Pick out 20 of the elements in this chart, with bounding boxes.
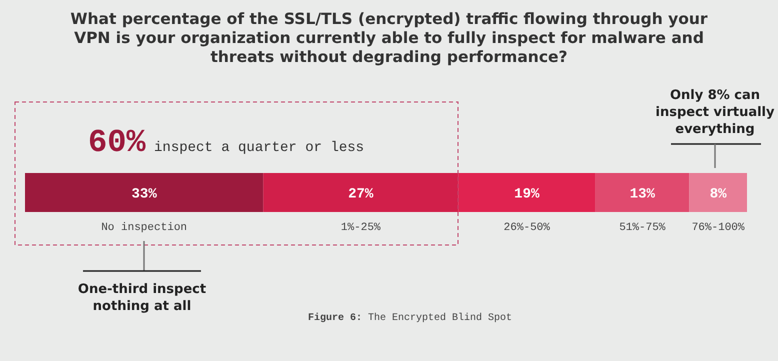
caption: Figure 6: The Encrypted Blind Spot — [308, 312, 512, 324]
data-label: 33% — [132, 186, 158, 202]
chart-title: What percentage of the SSL/TLS (encrypted) traffic flowing through your VPN is your organization currently able to fully inspect for malware and threats without degrading performance? — [70, 10, 708, 66]
series-label: 26%-50% — [504, 222, 550, 234]
bar — [458, 173, 596, 212]
bar — [689, 173, 747, 212]
series-label: 76%-100% — [692, 222, 745, 234]
data-label: 27% — [348, 186, 374, 202]
bar — [25, 173, 264, 212]
text: One-third inspect nothing at all — [78, 282, 206, 314]
text: Only 8% can inspect virtually everything — [656, 88, 776, 137]
data-label: 13% — [630, 186, 656, 202]
bar — [595, 173, 690, 212]
series-label: No inspection — [101, 222, 188, 234]
bar — [263, 173, 458, 212]
data-label: 19% — [514, 186, 540, 202]
series-label: 51%-75% — [619, 222, 666, 234]
series-label: 1%-25% — [340, 222, 381, 234]
data-label: 8% — [710, 186, 728, 202]
text: 60% inspect a quarter or less — [88, 124, 364, 161]
